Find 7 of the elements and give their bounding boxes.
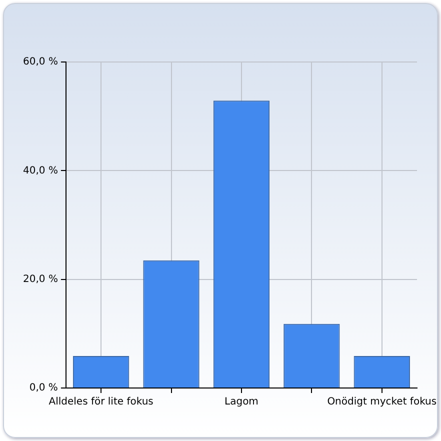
x-tick-label: Alldeles för lite fokus [48, 396, 154, 408]
x-tick-label: Lagom [224, 396, 258, 408]
x-tick-label: Onödigt mycket fokus [327, 396, 437, 408]
y-tick-label: 20,0 % [22, 274, 58, 285]
y-tick-label: 60,0 % [22, 56, 58, 68]
y-tick-label: 40,0 % [22, 165, 58, 176]
y-tick-label: 0,0 % [29, 382, 58, 394]
